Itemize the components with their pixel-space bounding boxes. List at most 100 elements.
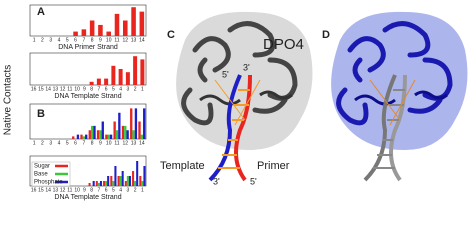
- end-label: 3': [243, 62, 250, 72]
- bar: [124, 181, 127, 186]
- x-tick-label: 2: [134, 86, 137, 92]
- bar: [118, 69, 123, 85]
- bar: [85, 134, 88, 139]
- bar: [95, 181, 98, 186]
- legend-label: Sugar: [34, 164, 50, 170]
- x-tick-label: 4: [58, 140, 61, 146]
- x-tick-label: 1: [141, 187, 144, 193]
- x-tick-label: 9: [83, 187, 86, 193]
- x-tick-label: 1: [33, 140, 36, 146]
- x-tick-label: 5: [66, 140, 69, 146]
- legend-label: Base: [34, 172, 48, 178]
- bar: [99, 130, 102, 139]
- bar: [138, 121, 141, 139]
- x-tick-label: 6: [74, 140, 77, 146]
- end-label: 5': [222, 69, 229, 79]
- bar: [119, 176, 122, 186]
- x-tick-label: 8: [90, 86, 93, 92]
- x-tick-label: 11: [67, 187, 72, 193]
- strand-label: Primer: [257, 160, 290, 172]
- x-tick-label: 5: [112, 86, 115, 92]
- legend-label: Phosphate: [34, 180, 63, 186]
- bar: [82, 136, 86, 139]
- end-label: 5': [250, 176, 257, 186]
- x-tick-label: 13: [53, 86, 59, 92]
- plot-frame: [29, 155, 147, 187]
- panel-label: B: [37, 108, 45, 120]
- plot-frame: [29, 52, 147, 86]
- x-axis-label: DNA Primer Strand: [58, 44, 118, 51]
- bar: [133, 56, 138, 85]
- panel-label: D: [322, 29, 330, 41]
- x-tick-label: 12: [123, 37, 129, 43]
- bar: [109, 134, 113, 139]
- bar: [98, 24, 103, 36]
- x-tick-label: 10: [106, 140, 112, 146]
- x-tick-label: 3: [49, 37, 52, 43]
- bar: [132, 130, 135, 139]
- y-label: Native Contacts: [3, 65, 14, 136]
- x-tick-label: 13: [131, 37, 137, 43]
- bar: [105, 134, 108, 139]
- bar: [96, 130, 100, 139]
- bar: [90, 125, 94, 139]
- plot-frame: [29, 103, 147, 140]
- x-tick-label: 4: [119, 86, 122, 92]
- x-tick-label: 11: [67, 86, 72, 92]
- bar: [93, 125, 96, 139]
- bar: [132, 171, 135, 186]
- bar: [105, 181, 108, 186]
- x-tick-label: 8: [91, 140, 94, 146]
- structure-d: [331, 11, 468, 182]
- bar: [143, 166, 146, 186]
- x-tick-label: 12: [123, 140, 129, 146]
- x-tick-label: 5: [66, 37, 69, 43]
- bar: [143, 108, 146, 139]
- protein-label: DPO4: [263, 36, 304, 53]
- x-tick-label: 15: [38, 86, 44, 92]
- x-tick-label: 16: [31, 187, 37, 193]
- structure-c: [176, 11, 313, 182]
- x-tick-label: 13: [131, 140, 137, 146]
- bar: [139, 11, 145, 37]
- bar: [141, 181, 144, 186]
- x-tick-label: 9: [99, 140, 102, 146]
- figure: Native Contacts A B C DPO4 5' 3' Templat…: [3, 4, 468, 201]
- x-tick-label: 5: [112, 187, 115, 193]
- x-tick-label: 1: [141, 86, 144, 92]
- bar: [114, 13, 120, 36]
- x-tick-label: 2: [41, 37, 44, 43]
- bar: [115, 130, 119, 139]
- bar: [92, 181, 95, 186]
- bar: [118, 112, 121, 139]
- bar: [112, 181, 115, 186]
- x-axis-label: DNA Template Strand: [54, 194, 121, 201]
- x-tick-label: 10: [74, 86, 80, 92]
- x-tick-label: 15: [38, 187, 44, 193]
- x-tick-label: 12: [60, 86, 66, 92]
- x-tick-label: 13: [53, 187, 59, 193]
- bar: [131, 7, 136, 36]
- x-tick-label: 6: [74, 37, 77, 43]
- x-tick-label: 2: [41, 140, 44, 146]
- bar: [89, 81, 94, 85]
- bar: [72, 136, 75, 139]
- bar: [139, 176, 142, 186]
- x-tick-label: 1: [33, 37, 36, 43]
- bar: [88, 130, 91, 139]
- bar: [130, 108, 133, 139]
- bar: [113, 121, 116, 139]
- bar: [140, 59, 145, 85]
- bar: [106, 31, 111, 36]
- bar: [124, 125, 127, 139]
- x-tick-label: 10: [74, 187, 80, 193]
- bar: [111, 65, 116, 85]
- bar: [88, 183, 91, 186]
- bar: [134, 181, 137, 186]
- bar: [107, 176, 110, 186]
- x-tick-label: 7: [97, 86, 100, 92]
- bar: [103, 181, 106, 186]
- x-tick-label: 3: [49, 140, 52, 146]
- bar: [97, 183, 100, 186]
- bar: [123, 20, 128, 36]
